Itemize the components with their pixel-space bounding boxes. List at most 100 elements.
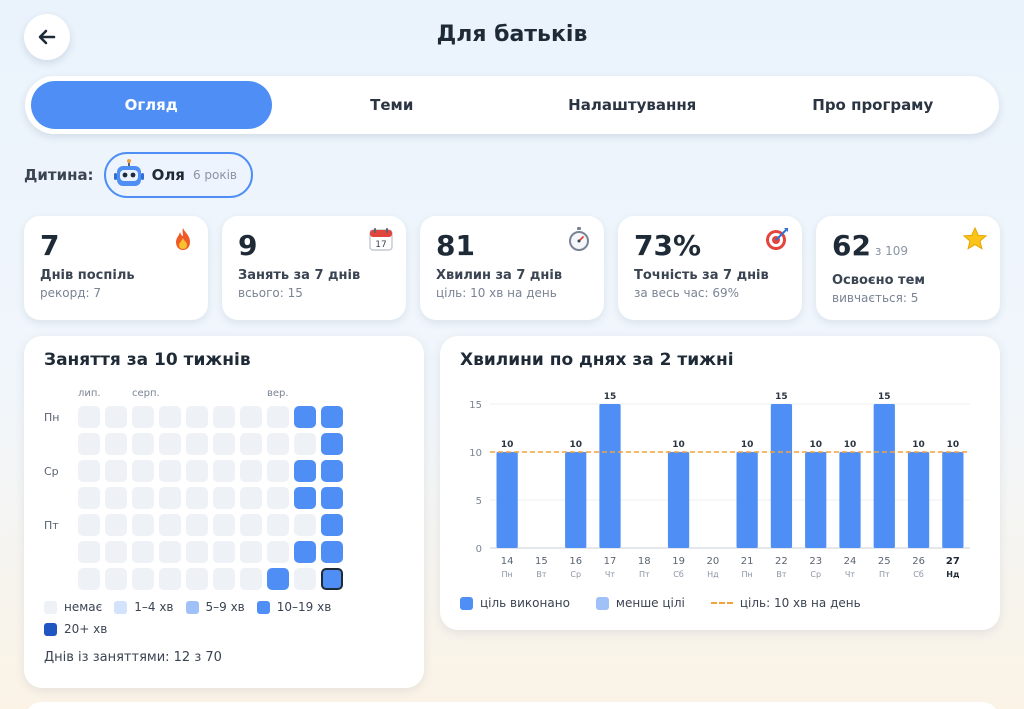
- legend-dash-swatch: [710, 602, 733, 604]
- chart-legend-item: ціль виконано: [460, 596, 570, 610]
- heatmap-legend-item: 20+ хв: [44, 622, 107, 636]
- x-tick-label: 21: [741, 556, 754, 567]
- x-weekday-label: Пт: [879, 570, 890, 579]
- bar: [873, 404, 895, 548]
- weekday-label: Ср: [44, 465, 59, 478]
- heatmap-cell: [213, 487, 235, 509]
- stat-value: 62: [832, 229, 871, 262]
- heatmap-cell: [321, 487, 343, 509]
- bar-value-label: 10: [912, 440, 925, 450]
- stat-card-minutes: 81 Хвилин за 7 днів ціль: 10 хв на день: [420, 216, 604, 320]
- tab-about[interactable]: Про програму: [812, 96, 934, 114]
- heatmap-cell: [132, 460, 154, 482]
- stat-value: 7: [40, 229, 60, 262]
- x-weekday-label: Пн: [742, 570, 753, 579]
- heatmap-cell: [213, 568, 235, 590]
- minutes-chart-card: Хвилини по днях за 2 тижні 0 5 10 15 10 14 Пн 1…: [440, 336, 1000, 630]
- back-button[interactable]: [24, 14, 70, 60]
- heatmap-cell: [105, 406, 127, 428]
- legend-label: ціль виконано: [480, 596, 570, 610]
- heatmap-cell: [186, 406, 208, 428]
- stat-label: Днів поспіль: [40, 268, 135, 283]
- bar: [839, 452, 861, 548]
- month-labels: лип. серп. вер.: [24, 388, 424, 402]
- stat-sub: за весь час: 69%: [634, 286, 740, 300]
- x-weekday-label: Пн: [502, 570, 513, 579]
- heatmap-cell: [159, 460, 181, 482]
- heatmap-cell: [186, 568, 208, 590]
- heatmap-cell: [78, 541, 100, 563]
- heatmap-cell: [294, 541, 316, 563]
- legend-label: 5–9 хв: [205, 600, 245, 614]
- bar-value-label: 10: [672, 440, 685, 450]
- heatmap-summary: Днів із заняттями: 12 з 70: [44, 650, 222, 665]
- y-tick-label: 10: [469, 448, 482, 459]
- heatmap-cell: [132, 406, 154, 428]
- x-weekday-label: Вт: [536, 570, 546, 579]
- heatmap-legend: немає 1–4 хв 5–9 хв 10–19 хв 20+ хв: [44, 600, 404, 644]
- x-tick-label: 17: [604, 556, 617, 567]
- page-title: Для батьків: [436, 22, 588, 47]
- stat-label: Занять за 7 днів: [238, 268, 361, 283]
- stat-card-sessions: 9 Занять за 7 днів всього: 15 17: [222, 216, 406, 320]
- heatmap-cell: [240, 541, 262, 563]
- star-icon: [962, 226, 988, 250]
- bar: [942, 452, 964, 548]
- stat-sub: ціль: 10 хв на день: [436, 286, 557, 300]
- bar: [736, 452, 758, 548]
- legend-swatch: [114, 600, 128, 614]
- heatmap-cell: [321, 568, 343, 590]
- heatmap-title: Заняття за 10 тижнів: [44, 350, 251, 370]
- arrow-left-icon: [38, 29, 56, 45]
- heatmap-cell: [159, 406, 181, 428]
- minutes-bar-chart: 0 5 10 15 10 14 Пн 15 Вт 10 16 Ср 15 17 Чт 18 Пт 10 19 Сб 20…: [469, 392, 970, 579]
- bar-value-label: 15: [604, 392, 617, 402]
- x-tick-label: 18: [638, 556, 651, 567]
- tab-overview[interactable]: Огляд: [31, 81, 272, 129]
- heatmap-cell: [267, 487, 289, 509]
- heatmap-cell: [132, 487, 154, 509]
- x-weekday-label: Нд: [946, 570, 960, 579]
- heatmap-cell: [240, 568, 262, 590]
- child-label: Дитина:: [24, 166, 94, 184]
- heatmap-cell: [267, 514, 289, 536]
- x-weekday-label: Ср: [570, 570, 581, 579]
- robot-icon: [113, 159, 144, 186]
- heatmap-cell: [159, 514, 181, 536]
- x-tick-label: 22: [775, 556, 788, 567]
- x-tick-label: 26: [912, 556, 925, 567]
- stopwatch-icon: [569, 227, 589, 251]
- legend-label: 20+ хв: [64, 622, 108, 636]
- x-weekday-label: Чт: [845, 570, 855, 579]
- month-label: лип.: [78, 388, 101, 399]
- x-tick-label: 23: [809, 556, 822, 567]
- x-weekday-label: Пт: [639, 570, 650, 579]
- x-tick-label: 25: [878, 556, 891, 567]
- x-tick-label: 14: [501, 556, 514, 567]
- bar: [805, 452, 827, 548]
- bar-value-label: 10: [741, 440, 754, 450]
- stat-value-row: 62 з 109: [832, 230, 984, 267]
- next-card: [24, 702, 1000, 709]
- heatmap-cell: [213, 460, 235, 482]
- heatmap-cell: [132, 514, 154, 536]
- child-chip[interactable]: Оля 6 років: [103, 152, 253, 198]
- x-weekday-label: Сб: [913, 570, 924, 579]
- heatmap-cell: [240, 514, 262, 536]
- tab-settings[interactable]: Налаштування: [568, 96, 697, 114]
- x-tick-label: 24: [844, 556, 857, 567]
- heatmap-cell: [105, 568, 127, 590]
- bar-value-label: 15: [878, 392, 891, 402]
- heatmap-cell: [321, 460, 343, 482]
- stats-row: 7 Днів поспіль рекорд: 7 9 Занять за 7 д…: [24, 216, 1000, 320]
- x-weekday-label: Нд: [707, 570, 719, 579]
- tab-topics[interactable]: Теми: [370, 96, 414, 114]
- heatmap-cell: [78, 460, 100, 482]
- x-weekday-label: Сб: [673, 570, 684, 579]
- stat-card-streak: 7 Днів поспіль рекорд: 7: [24, 216, 208, 320]
- bar: [565, 452, 587, 548]
- heatmap-cell: [240, 433, 262, 455]
- bar-value-label: 10: [569, 440, 582, 450]
- heatmap-cell: [294, 514, 316, 536]
- legend-label: ціль: 10 хв на день: [739, 596, 861, 610]
